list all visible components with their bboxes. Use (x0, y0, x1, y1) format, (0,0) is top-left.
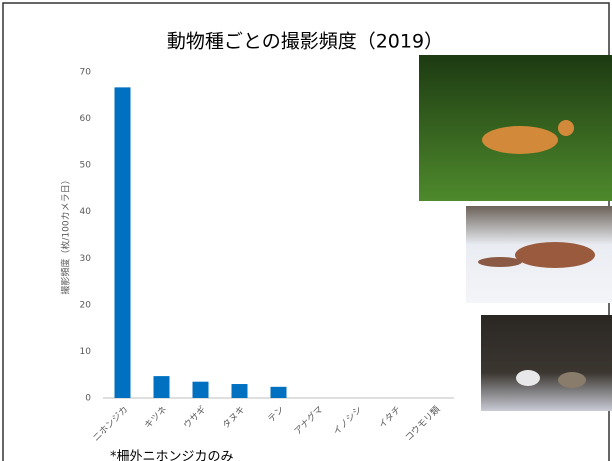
x-tick-label: イノシシ (332, 405, 365, 438)
photo-fox (466, 206, 612, 303)
y-tick-label: 70 (80, 68, 92, 78)
chart-title: 動物種ごとの撮影頻度（2019） (167, 31, 443, 53)
y-tick-label: 40 (80, 207, 92, 217)
y-axis-label: 撮影頻度（枚/100カメラ日） (60, 175, 72, 294)
y-tick-label: 0 (85, 394, 91, 404)
x-tick-label: コウモリ類 (403, 404, 442, 443)
x-tick-label: イタチ (377, 404, 404, 431)
bar (114, 87, 131, 399)
x-tick-label: アナグマ (292, 403, 326, 437)
y-tick-label: 10 (80, 347, 92, 357)
bar (192, 381, 209, 398)
y-tick-label: 60 (80, 114, 92, 124)
bar (270, 386, 287, 398)
y-tick-label: 50 (80, 161, 92, 171)
note: *柵外ニホンジカのみ (110, 450, 234, 461)
y-tick-label: 30 (80, 254, 92, 264)
x-tick-label: タヌキ (221, 404, 248, 431)
x-tick-label: ウサギ (182, 404, 209, 431)
photo-hare (481, 315, 612, 411)
photo-deer (419, 55, 612, 201)
y-tick-label: 20 (80, 300, 92, 310)
bar (153, 376, 170, 398)
x-tick-label: キツネ (143, 404, 170, 431)
x-tick-label: テン (266, 404, 287, 425)
x-tick-label: ニホンジカ (91, 404, 131, 444)
bar (231, 384, 248, 398)
